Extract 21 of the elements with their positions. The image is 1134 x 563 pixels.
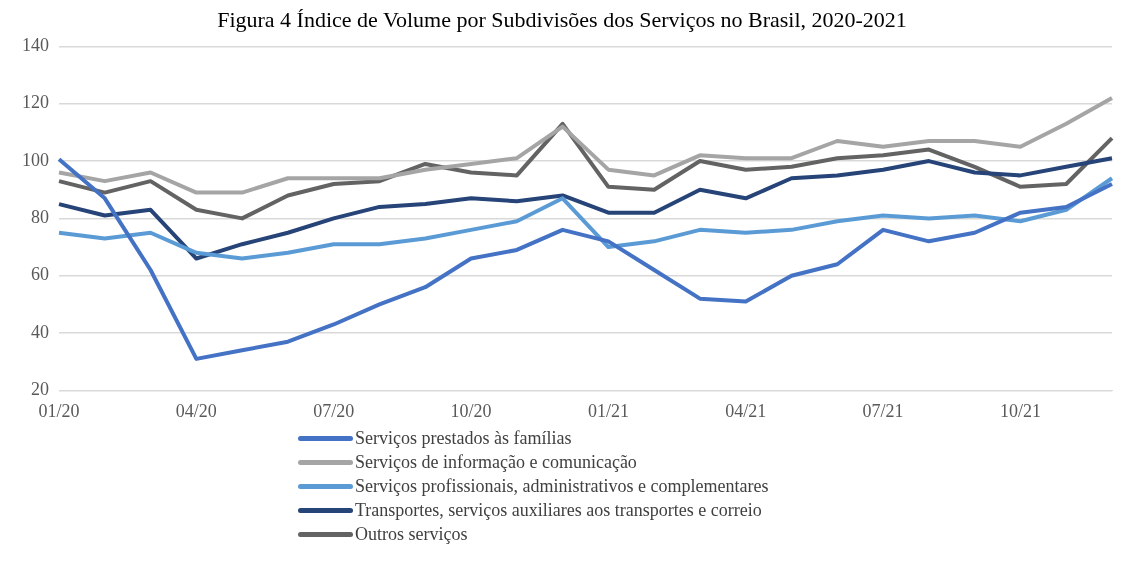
y-tick-label: 20: [31, 379, 49, 400]
legend-label: Outros serviços: [355, 523, 468, 546]
y-tick-label: 120: [22, 92, 49, 113]
x-tick-label: 10/20: [450, 400, 492, 421]
x-tick-label: 10/21: [999, 400, 1041, 421]
y-tick-label: 140: [22, 35, 49, 56]
x-tick-label: 04/20: [175, 400, 217, 421]
x-tick-label: 01/21: [587, 400, 629, 421]
chart-title: Figura 4 Índice de Volume por Subdivisões dos Serviços no Brasil, 2020-2021: [217, 6, 907, 32]
x-tick-label: 07/21: [862, 400, 904, 421]
legend-label: Serviços de informação e comunicação: [355, 451, 637, 474]
x-tick-label: 01/20: [38, 400, 80, 421]
y-tick-label: 40: [31, 321, 49, 342]
x-tick-label: 07/20: [313, 400, 355, 421]
x-tick-label: 04/21: [725, 400, 767, 421]
legend-label: Serviços prestados às famílias: [355, 427, 572, 450]
legend-label: Serviços profissionais, administrativos e complementares: [355, 475, 769, 498]
y-tick-label: 100: [22, 149, 49, 170]
y-tick-label: 60: [31, 264, 49, 285]
legend-label: Transportes, serviços auxiliares aos transportes e correio: [355, 499, 762, 522]
y-tick-label: 80: [31, 207, 49, 228]
